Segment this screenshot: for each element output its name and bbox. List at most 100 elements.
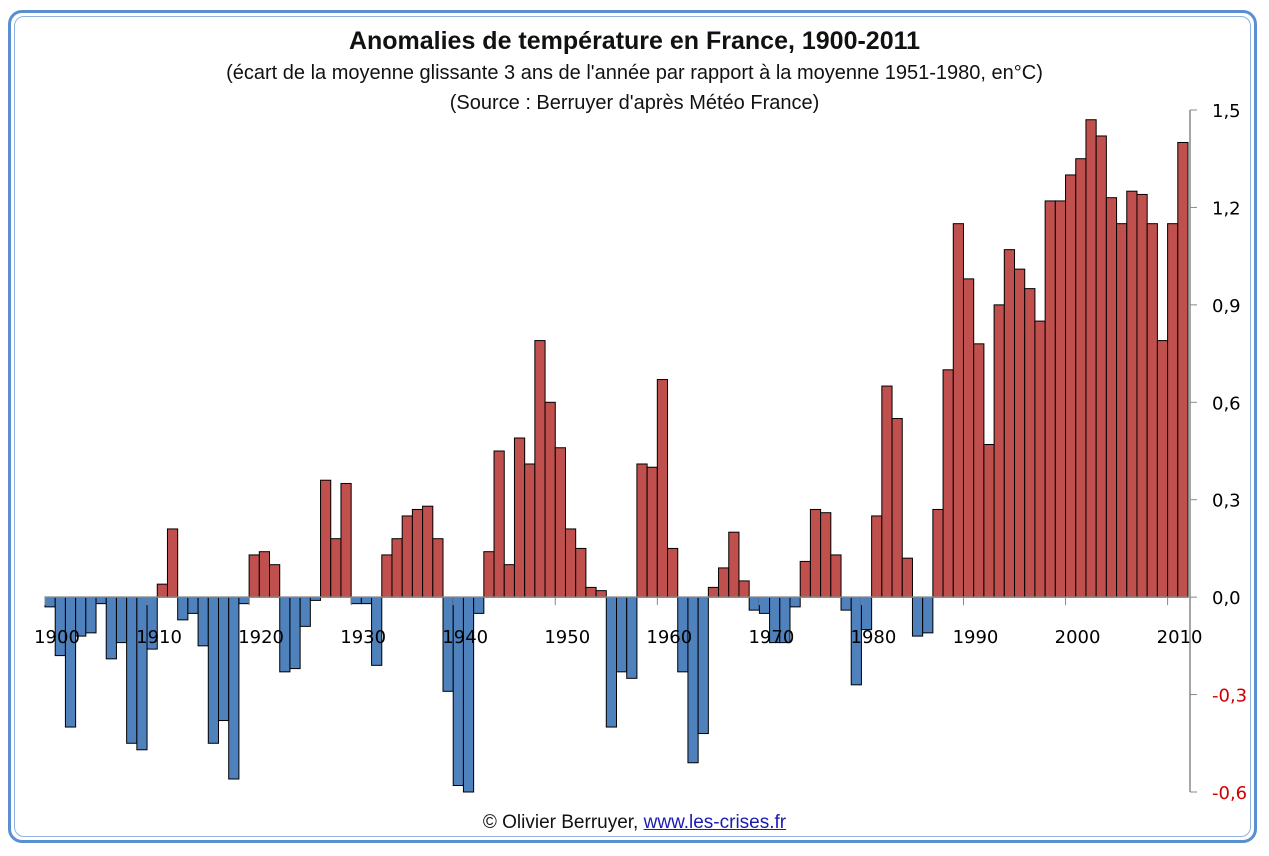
bar-1935	[401, 515, 413, 598]
bar-1966	[718, 567, 730, 598]
bar-1986	[922, 596, 934, 634]
bar-1963	[687, 596, 699, 764]
bar-1998	[1044, 200, 1056, 598]
bar-1997	[1034, 320, 1046, 598]
bar-1953	[585, 586, 597, 598]
bar-1945	[503, 564, 515, 598]
y-tick-label: 1,2	[1212, 198, 1241, 219]
bar-1958	[636, 463, 648, 598]
bar-1920	[248, 554, 260, 598]
bar-1960	[656, 379, 669, 598]
bar-1940	[452, 596, 464, 787]
bar-1925	[299, 596, 311, 627]
bar-1999	[1054, 200, 1067, 598]
y-axis: 1,5 1,2 0,9 0,6 0,3 0,0 -0,3 -0,6	[1189, 101, 1247, 804]
bar-1934	[391, 538, 403, 598]
bar-1970	[758, 596, 771, 614]
bar-1933	[381, 554, 393, 598]
credit-line: © Olivier Berruyer, www.les-crises.fr	[0, 812, 1269, 834]
x-tick-label: 2010	[1157, 627, 1203, 648]
bar-1990	[962, 278, 975, 598]
x-tick-label: 1920	[238, 627, 284, 648]
bar-1944	[493, 450, 505, 598]
bar-1994	[1003, 249, 1016, 598]
bar-1937	[422, 505, 434, 598]
bar-2007	[1136, 193, 1148, 598]
bar-1924	[289, 596, 301, 670]
chart-frame-inner	[14, 16, 1251, 837]
bar-1955	[605, 596, 617, 728]
bar-1952	[575, 547, 587, 598]
bar-1978	[840, 596, 852, 611]
bar-1984	[901, 557, 913, 598]
bar-1989	[952, 223, 964, 598]
bar-1908	[126, 596, 138, 744]
bar-1907	[115, 596, 128, 644]
x-tick-label: 1950	[544, 627, 590, 648]
bar-2011	[1177, 141, 1189, 598]
bar-2004	[1105, 197, 1118, 598]
bar-1902	[64, 596, 77, 728]
bars-group	[44, 119, 1189, 793]
bar-1906	[105, 596, 117, 660]
bar-1951	[564, 528, 577, 598]
bar-1938	[432, 538, 444, 598]
bar-1965	[707, 586, 720, 598]
bar-1913	[177, 596, 189, 621]
bar-1948	[534, 340, 546, 598]
bar-1912	[166, 528, 179, 598]
bar-1914	[187, 596, 199, 614]
chart-frame	[8, 10, 1257, 843]
bar-2008	[1146, 223, 1158, 598]
bar-2003	[1095, 135, 1107, 598]
copyright-text: © Olivier Berruyer,	[482, 812, 644, 833]
bar-1909	[136, 596, 148, 751]
bar-1946	[513, 437, 526, 598]
bar-1967	[728, 531, 740, 598]
bar-1954	[595, 590, 607, 598]
bar-2002	[1085, 119, 1097, 598]
bar-1949	[544, 401, 556, 598]
website-link[interactable]: www.les-crises.fr	[643, 812, 787, 833]
bar-2001	[1075, 158, 1087, 598]
bar-1928	[330, 538, 342, 598]
bar-1905	[95, 596, 107, 605]
bar-1930	[350, 596, 362, 605]
bar-1961	[667, 547, 679, 598]
x-tick-label: 1930	[340, 627, 386, 648]
bar-1900	[44, 596, 56, 608]
bar-2000	[1065, 174, 1077, 598]
bar-1991	[973, 343, 985, 598]
x-tick-label: 1990	[953, 627, 999, 648]
bar-1996	[1024, 288, 1036, 598]
bar-1959	[646, 466, 658, 598]
bar-1942	[473, 596, 485, 614]
bar-1947	[524, 463, 536, 598]
bar-2006	[1126, 190, 1138, 598]
x-tick-label: 1910	[136, 627, 182, 648]
bar-1915	[197, 596, 209, 647]
y-tick-label: 1,5	[1212, 101, 1241, 122]
bar-1977	[830, 554, 842, 598]
bar-1943	[483, 551, 495, 598]
y-tick-label: 0,6	[1212, 393, 1241, 414]
bar-1969	[748, 596, 760, 611]
chart-source: (Source : Berruyer d'après Météo France)	[449, 92, 820, 114]
bar-1931	[360, 596, 373, 605]
x-tick-label: 1960	[646, 627, 692, 648]
x-tick-label: 1900	[34, 627, 80, 648]
x-axis: 1900 1910 1920 1930 1940 1950 1960 1970 1980 1990…	[34, 596, 1203, 648]
bar-1982	[881, 385, 893, 598]
bar-1995	[1014, 268, 1026, 598]
bar-1927	[320, 479, 332, 598]
bar-1976	[820, 512, 832, 598]
bar-1917	[217, 596, 230, 722]
bar-1911	[156, 583, 168, 598]
y-tick-label: -0,3	[1212, 686, 1247, 707]
bar-1936	[411, 508, 424, 598]
bar-1987	[932, 508, 944, 598]
bar-2005	[1116, 223, 1128, 598]
y-tick-label: 0,9	[1212, 296, 1241, 317]
chart-subtitle: (écart de la moyenne glissante 3 ans de …	[226, 62, 1043, 84]
